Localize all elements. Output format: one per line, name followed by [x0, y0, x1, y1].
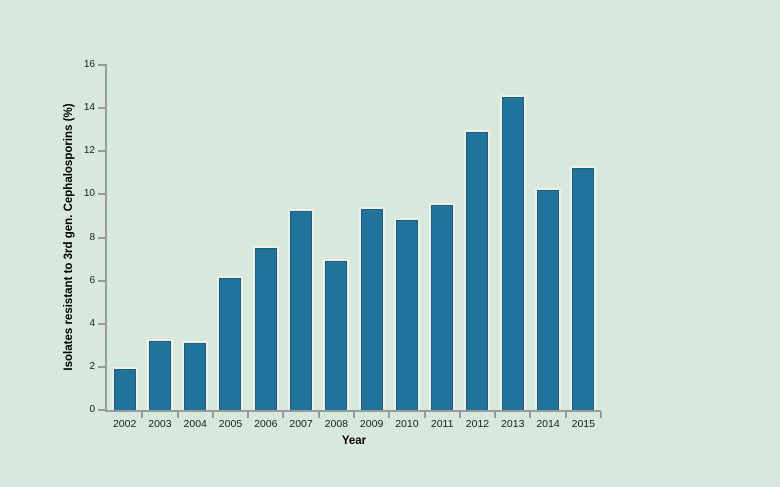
- plot-area: 2002 2003 2004 2005 2006 2007 2008 2009 2010 2011…: [84, 59, 602, 430]
- bar-slot: 2013: [495, 65, 530, 430]
- x-tick-label: 2015: [571, 418, 595, 430]
- y-tick-label: 14: [83, 102, 95, 114]
- bar-slot: 2009: [354, 65, 389, 430]
- bar-slot: 2012: [460, 65, 495, 430]
- x-tick: [494, 412, 497, 418]
- y-tick-label: 10: [83, 188, 95, 200]
- y-tick-label: 8: [89, 231, 95, 243]
- bar-slot: 2007: [283, 65, 318, 430]
- x-tick-label: 2007: [289, 418, 313, 430]
- bar: [572, 168, 595, 410]
- bar-slot: 2015: [566, 65, 601, 430]
- bar-slot: 2004: [178, 65, 213, 430]
- x-tick: [282, 412, 285, 418]
- bars-row: 2002 2003 2004 2005 2006 2007 2008 2009 2010 2011…: [107, 65, 601, 430]
- bar: [148, 340, 171, 410]
- bar: [219, 278, 242, 410]
- x-tick-label: 2008: [324, 418, 349, 430]
- x-tick-label: 2003: [148, 418, 172, 430]
- y-tick-label: 6: [89, 274, 95, 286]
- y-tick: [98, 279, 105, 282]
- y-tick: [98, 193, 105, 196]
- x-tick-label: 2010: [395, 418, 419, 430]
- x-tick-label: 2006: [254, 418, 278, 430]
- bar-halo: [393, 218, 420, 410]
- bar-halo: [570, 166, 597, 410]
- bar-halo: [499, 95, 526, 410]
- bar-halo: [323, 259, 350, 410]
- y-tick-label: 12: [83, 145, 95, 157]
- y-tick-label: 0: [89, 404, 95, 415]
- bar-slot: 2008: [319, 65, 354, 430]
- x-axis-line: [105, 410, 601, 412]
- bar: [501, 97, 524, 410]
- x-tick: [317, 412, 320, 418]
- x-tick-label: 2002: [112, 418, 137, 430]
- bar-halo: [358, 207, 385, 410]
- bar: [113, 368, 136, 410]
- bar: [325, 261, 348, 410]
- x-tick-label: 2013: [501, 418, 525, 430]
- bar-halo: [182, 341, 209, 410]
- bar: [290, 211, 313, 410]
- bar-halo: [252, 246, 279, 410]
- y-tick: [98, 64, 105, 66]
- bar-slot: 2003: [142, 65, 177, 430]
- x-tick: [458, 412, 461, 418]
- y-tick-label: 2: [89, 360, 95, 372]
- bar-halo: [429, 203, 456, 410]
- bar-slot: 2010: [389, 65, 424, 430]
- x-tick: [211, 412, 214, 418]
- bar-halo: [288, 209, 315, 410]
- bar: [184, 343, 207, 410]
- bar: [254, 248, 277, 410]
- y-tick: [98, 409, 105, 411]
- x-tick: [388, 412, 391, 418]
- bar: [466, 131, 489, 410]
- x-tick: [247, 412, 250, 418]
- bar-slot: 2006: [248, 65, 283, 430]
- x-tick: [353, 412, 355, 418]
- x-axis-title: Year: [341, 435, 367, 447]
- bar-slot: 2002: [107, 65, 142, 430]
- x-tick-label: 2009: [359, 418, 384, 430]
- bar-halo: [217, 276, 244, 410]
- y-tick: [98, 107, 105, 110]
- x-tick-label: 2014: [536, 418, 560, 430]
- bar-halo: [111, 366, 138, 410]
- x-tick: [529, 412, 532, 418]
- x-tick-label: 2005: [218, 418, 243, 430]
- bar: [360, 209, 383, 410]
- x-tick: [423, 412, 426, 418]
- bar-slot: 2005: [213, 65, 248, 430]
- x-tick: [141, 412, 144, 418]
- y-tick: [98, 236, 105, 239]
- y-tick: [98, 365, 105, 368]
- bar-halo: [535, 187, 562, 410]
- y-tick: [98, 150, 105, 153]
- bar: [395, 220, 418, 410]
- bar: [431, 205, 454, 410]
- bar-halo: [146, 338, 173, 410]
- x-tick: [600, 412, 602, 418]
- x-tick: [564, 412, 567, 418]
- x-tick-label: 2011: [430, 418, 454, 430]
- y-axis-line: [105, 64, 107, 412]
- bar: [537, 189, 560, 410]
- y-tick-label: 16: [83, 59, 95, 70]
- y-tick-label: 4: [89, 317, 95, 329]
- x-tick-label: 2004: [183, 418, 207, 430]
- x-tick: [176, 412, 179, 418]
- bar-slot: 2011: [425, 65, 460, 430]
- y-tick: [98, 322, 105, 325]
- bar-slot: 2014: [530, 65, 565, 430]
- bar-halo: [464, 129, 491, 410]
- x-tick-label: 2012: [465, 418, 490, 430]
